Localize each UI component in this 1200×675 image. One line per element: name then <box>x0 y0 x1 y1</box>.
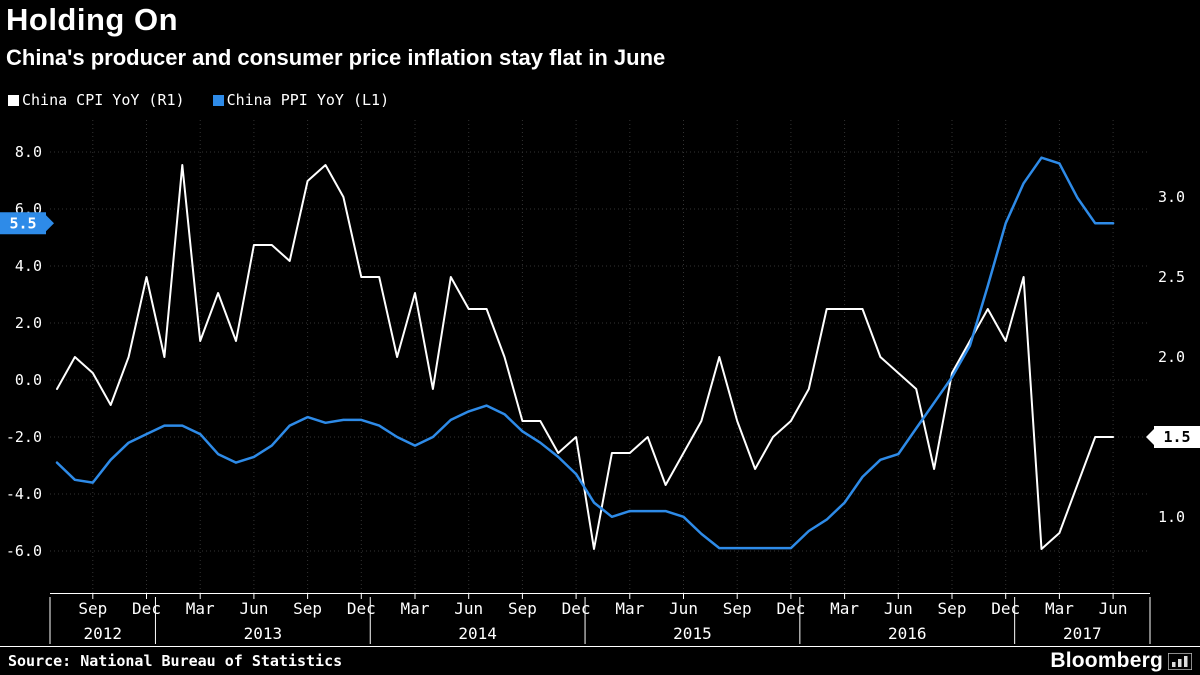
svg-text:Jun: Jun <box>884 599 913 618</box>
svg-text:4.0: 4.0 <box>15 257 42 275</box>
svg-text:5.5: 5.5 <box>9 214 36 232</box>
svg-text:-2.0: -2.0 <box>6 428 42 446</box>
legend-item-cpi: China CPI YoY (R1) <box>8 91 185 109</box>
legend: China CPI YoY (R1) China PPI YoY (L1) <box>8 91 389 109</box>
svg-text:2015: 2015 <box>673 624 712 643</box>
bloomberg-logo-text: Bloomberg <box>1050 649 1163 672</box>
svg-text:Jun: Jun <box>454 599 483 618</box>
svg-text:2017: 2017 <box>1063 624 1102 643</box>
svg-text:8.0: 8.0 <box>15 143 42 161</box>
svg-text:Sep: Sep <box>293 599 322 618</box>
svg-text:Mar: Mar <box>1045 599 1074 618</box>
svg-text:Dec: Dec <box>776 599 805 618</box>
chart-title: Holding On <box>6 2 179 37</box>
svg-text:Dec: Dec <box>347 599 376 618</box>
svg-text:-6.0: -6.0 <box>6 542 42 560</box>
source-text: Source: National Bureau of Statistics <box>8 652 343 670</box>
cpi-swatch-icon <box>8 94 19 106</box>
svg-text:Mar: Mar <box>186 599 215 618</box>
svg-text:Jun: Jun <box>669 599 698 618</box>
svg-text:-4.0: -4.0 <box>6 485 42 503</box>
svg-text:Mar: Mar <box>830 599 859 618</box>
chart-bars-icon <box>1168 652 1192 670</box>
svg-text:Sep: Sep <box>938 599 967 618</box>
svg-text:Dec: Dec <box>132 599 161 618</box>
svg-text:2014: 2014 <box>458 624 497 643</box>
svg-text:Sep: Sep <box>78 599 107 618</box>
chart-subtitle: China's producer and consumer price infl… <box>6 45 666 70</box>
svg-text:Dec: Dec <box>991 599 1020 618</box>
svg-text:2013: 2013 <box>244 624 283 643</box>
svg-text:2.0: 2.0 <box>1158 348 1185 366</box>
series-line-cpi <box>56 164 1115 550</box>
svg-text:1.0: 1.0 <box>1158 508 1185 526</box>
svg-text:1.5: 1.5 <box>1163 428 1190 446</box>
svg-text:0.0: 0.0 <box>15 371 42 389</box>
legend-item-ppi: China PPI YoY (L1) <box>212 91 390 109</box>
svg-text:2.0: 2.0 <box>15 314 42 332</box>
ppi-swatch-icon <box>212 94 224 106</box>
legend-label-cpi: China CPI YoY (R1) <box>22 91 185 109</box>
bloomberg-logo: Bloomberg <box>1050 649 1192 673</box>
svg-text:Dec: Dec <box>562 599 591 618</box>
legend-label-ppi: China PPI YoY (L1) <box>226 91 390 109</box>
svg-text:Jun: Jun <box>239 599 268 618</box>
series-line-ppi <box>55 156 1115 550</box>
footer: Source: National Bureau of Statistics Bl… <box>0 646 1200 675</box>
svg-text:2012: 2012 <box>83 624 122 643</box>
svg-text:Sep: Sep <box>508 599 537 618</box>
svg-text:2016: 2016 <box>888 624 927 643</box>
svg-text:3.0: 3.0 <box>1158 188 1185 206</box>
svg-text:Sep: Sep <box>723 599 752 618</box>
svg-text:Jun: Jun <box>1099 599 1128 618</box>
svg-text:2.5: 2.5 <box>1158 268 1185 286</box>
svg-text:Mar: Mar <box>401 599 430 618</box>
svg-text:Mar: Mar <box>615 599 644 618</box>
